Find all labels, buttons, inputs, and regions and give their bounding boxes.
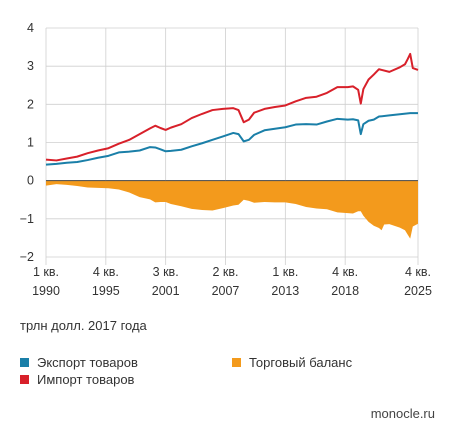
legend-item-exports: Экспорт товаров [20,355,138,370]
x-tick-quarter: 3 кв. [153,265,179,279]
y-tick-label: 0 [27,174,34,188]
y-tick-label: 3 [27,59,34,73]
y-tick-label: 2 [27,97,34,111]
legend-swatch-balance [232,358,241,367]
x-tick-year: 2013 [271,284,299,298]
legend-item-balance: Торговый баланс [232,355,352,370]
series-line-exports [45,112,418,166]
x-tick-quarter: 4 кв. [332,265,358,279]
x-tick-year: 1995 [92,284,120,298]
trade-chart: −2 −1 0 1 2 3 4 1 кв. 1990 4 кв. 1995 3 кв. 2001 2 кв… [20,21,432,298]
legend-swatch-imports [20,375,29,384]
x-tick-quarter: 4 кв. [93,265,119,279]
legend-item-imports: Импорт товаров [20,372,134,387]
x-tick-quarter: 1 кв. [33,265,59,279]
y-tick-label: 4 [27,21,34,35]
legend-label-imports: Импорт товаров [37,372,135,387]
y-tick-label: −2 [20,250,34,264]
legend-label-exports: Экспорт товаров [37,355,138,370]
series-area-trade-balance [46,180,418,239]
x-tick-quarter: 4 кв. [405,265,431,279]
unit-label: трлн долл. 2017 года [20,318,147,333]
brand-label: monocle.ru [370,406,435,421]
x-tick-year: 2007 [212,284,240,298]
y-tick-label: 1 [27,136,34,150]
legend-swatch-exports [20,358,29,367]
legend-label-balance: Торговый баланс [249,355,353,370]
y-tick-label: −1 [20,212,34,226]
series-line-imports [45,52,419,162]
x-tick-quarter: 2 кв. [212,265,238,279]
x-tick-year: 1990 [32,284,60,298]
x-tick-year: 2018 [331,284,359,298]
x-tick-year: 2025 [404,284,432,298]
x-tick-quarter: 1 кв. [272,265,298,279]
x-tick-year: 2001 [152,284,180,298]
